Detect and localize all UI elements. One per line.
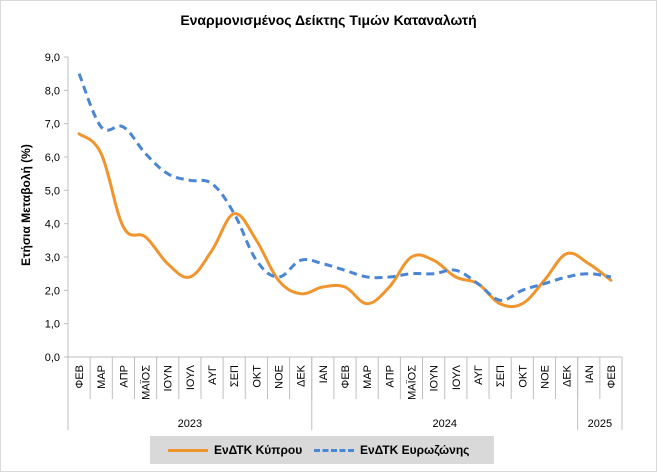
y-tick-label: 9,0 bbox=[45, 52, 60, 64]
x-tick-label: ΝΟΕ bbox=[274, 365, 286, 389]
y-tick-label: 6,0 bbox=[45, 152, 60, 164]
year-label: 2024 bbox=[432, 418, 456, 430]
x-tick-label: ΙΟΥΝ bbox=[163, 365, 175, 392]
y-tick-label: 7,0 bbox=[45, 119, 60, 131]
x-tick-label: ΑΠΡ bbox=[118, 365, 130, 388]
year-labels: 2023 2024 2025 bbox=[178, 418, 612, 430]
x-tick-label: ΜΑΡ bbox=[362, 365, 374, 389]
x-tick-label: ΙΑΝ bbox=[584, 365, 596, 383]
x-tick-label: ΑΠΡ bbox=[384, 365, 396, 388]
y-tick-label: 4,0 bbox=[45, 219, 60, 231]
y-tick-label: 2,0 bbox=[45, 285, 60, 297]
y-tick-label: 3,0 bbox=[45, 252, 60, 264]
x-tick-label: ΙΑΝ bbox=[318, 365, 330, 383]
axes bbox=[64, 56, 623, 430]
legend: ΕνΔΤΚ Κύπρου ΕνΔΤΚ Ευρωζώνης bbox=[150, 436, 494, 464]
x-tick-label: ΣΕΠ bbox=[495, 365, 507, 387]
x-tick-label: ΦΕΒ bbox=[74, 365, 86, 388]
x-tick-label: ΟΚΤ bbox=[251, 365, 263, 388]
x-tick-label: ΔΕΚ bbox=[562, 364, 574, 387]
legend-label-cyprus: ΕνΔΤΚ Κύπρου bbox=[214, 443, 303, 457]
x-tick-label: ΝΟΕ bbox=[539, 365, 551, 389]
legend-swatch-eurozone bbox=[314, 448, 354, 452]
x-tick-label: ΟΚΤ bbox=[517, 365, 529, 388]
x-tick-label: ΙΟΥΛ bbox=[451, 364, 463, 390]
x-tick-label: ΙΟΥΛ bbox=[185, 364, 197, 390]
chart-title: Εναρμονισμένος Δείκτης Τιμών Καταναλωτή bbox=[180, 12, 477, 28]
year-label: 2023 bbox=[178, 418, 202, 430]
legend-item-eurozone: ΕνΔΤΚ Ευρωζώνης bbox=[314, 436, 469, 464]
x-tick-label: ΦΕΒ bbox=[340, 365, 352, 388]
y-axis-label: Ετήσια Μεταβολή (%) bbox=[19, 144, 33, 266]
y-tick-label: 0,0 bbox=[45, 352, 60, 364]
x-tick-label: ΣΕΠ bbox=[229, 365, 241, 387]
y-tick-labels: 0,0 1,0 2,0 3,0 4,0 5,0 6,0 7,0 8,0 9,0 bbox=[45, 52, 60, 364]
x-tick-label: ΜΑΪΟΣ bbox=[406, 365, 418, 400]
x-tick-label: ΑΥΓ bbox=[473, 365, 485, 385]
legend-label-eurozone: ΕνΔΤΚ Ευρωζώνης bbox=[360, 443, 470, 457]
series-lines bbox=[77, 73, 613, 309]
x-tick-label: ΜΑΪΟΣ bbox=[141, 365, 153, 400]
x-tick-label: ΙΟΥΝ bbox=[429, 365, 441, 392]
year-label: 2025 bbox=[588, 418, 612, 430]
x-tick-label: ΑΥΓ bbox=[207, 365, 219, 385]
legend-swatch-cyprus bbox=[168, 448, 208, 452]
x-tick-label: ΜΑΡ bbox=[96, 365, 108, 389]
y-tick-label: 1,0 bbox=[45, 319, 60, 331]
series-line-cyprus bbox=[77, 132, 613, 309]
y-tick-label: 5,0 bbox=[45, 185, 60, 197]
x-tick-label: ΦΕΒ bbox=[606, 365, 618, 388]
y-tick-label: 8,0 bbox=[45, 85, 60, 97]
x-tick-label: ΔΕΚ bbox=[296, 364, 308, 387]
x-tick-labels: ΦΕΒ ΜΑΡ ΑΠΡ ΜΑΪΟΣ ΙΟΥΝ ΙΟΥΛ ΑΥΓ ΣΕΠ ΟΚΤ ΝΟΕ ΔΕΚ ΙΑΝ… bbox=[74, 364, 618, 400]
series-line-eurozone bbox=[77, 73, 612, 302]
legend-item-cyprus: ΕνΔΤΚ Κύπρου bbox=[168, 436, 302, 464]
